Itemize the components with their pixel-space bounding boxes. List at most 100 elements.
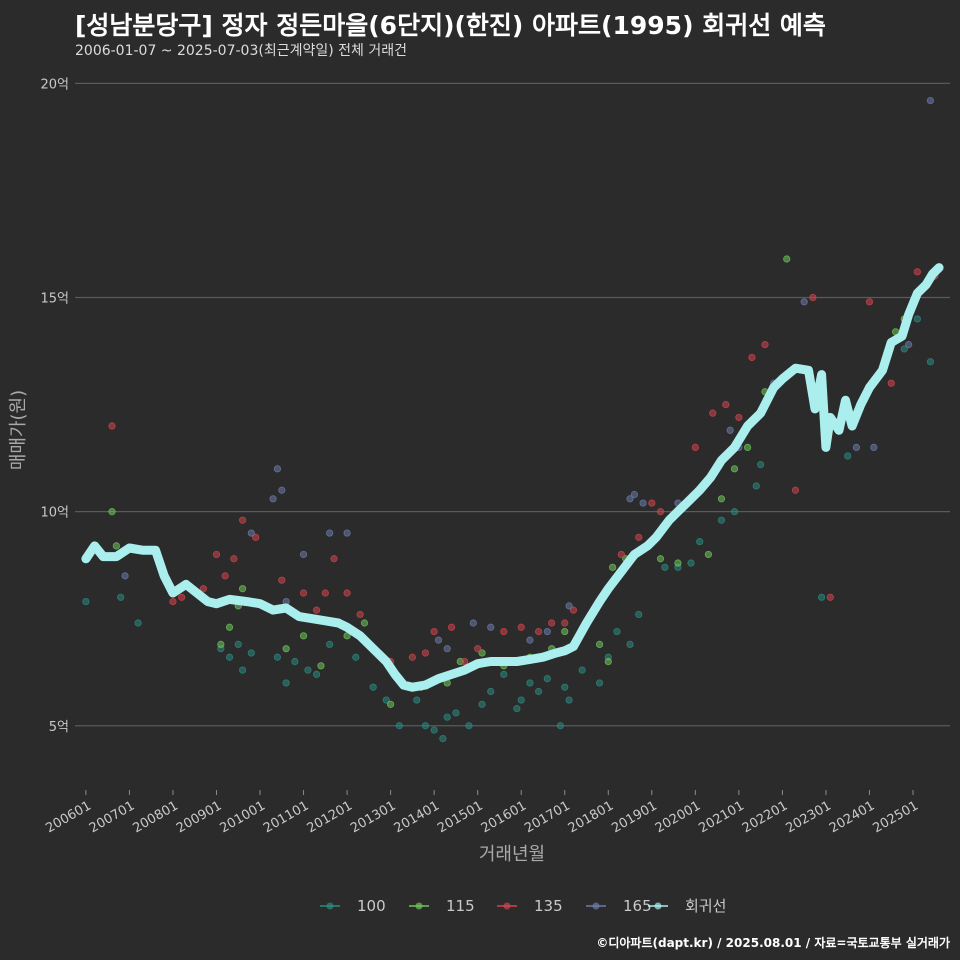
y-tick-label: 5억 — [49, 720, 69, 735]
data-point-115 — [595, 640, 604, 649]
data-point-165 — [443, 645, 451, 653]
y-tick-label: 20억 — [40, 77, 69, 92]
x-tick-label: 201201 — [305, 798, 355, 836]
legend-marker — [415, 902, 423, 910]
y-tick-label: 15억 — [40, 292, 69, 307]
data-point-100 — [439, 735, 447, 743]
data-point-115 — [674, 559, 682, 567]
data-point-135 — [108, 422, 116, 430]
data-point-165 — [273, 465, 282, 473]
legend-label: 회귀선 — [685, 897, 726, 915]
legend: 100 115 135 165 회귀선 — [320, 897, 726, 915]
data-point-165 — [800, 298, 808, 306]
data-point-100 — [661, 563, 669, 571]
legend-label: 100 — [357, 897, 386, 915]
chart-title: [성남분당구] 정자 정든마을(6단지)(한진) 아파트(1995) 회귀선 예… — [75, 11, 826, 40]
data-point-100 — [730, 508, 739, 516]
x-axis-title: 거래년월 — [479, 844, 545, 865]
data-point-135 — [791, 486, 800, 494]
data-point-115 — [317, 662, 325, 670]
legend-item-regression: 회귀선 — [648, 897, 726, 915]
data-point-100 — [238, 666, 247, 674]
legend-marker — [592, 902, 600, 910]
data-point-165 — [434, 636, 443, 644]
data-point-165 — [852, 443, 861, 452]
data-point-100 — [517, 696, 525, 704]
data-point-135 — [691, 443, 699, 452]
x-tick-label: 201501 — [435, 798, 485, 836]
x-tick-label: 201701 — [522, 798, 572, 836]
data-point-100 — [913, 315, 921, 323]
data-point-135 — [648, 499, 656, 507]
data-point-115 — [783, 255, 791, 263]
data-point-115 — [478, 649, 486, 657]
series-100 — [82, 315, 935, 743]
data-point-100 — [326, 640, 334, 649]
data-point-100 — [500, 670, 508, 678]
x-tick-label: 201801 — [566, 798, 616, 836]
x-tick-label: 201901 — [609, 798, 659, 836]
data-point-135 — [212, 550, 221, 559]
data-point-100 — [430, 726, 438, 734]
x-tick-label: 201301 — [348, 798, 398, 836]
data-point-135 — [635, 533, 643, 541]
x-tick-label: 200701 — [87, 798, 137, 836]
data-point-165 — [626, 495, 634, 503]
data-point-100 — [82, 597, 90, 606]
data-point-165 — [639, 499, 647, 507]
data-point-135 — [735, 413, 743, 422]
data-point-115 — [387, 700, 395, 708]
y-axis-title: 매매가(원) — [8, 390, 29, 470]
data-point-135 — [430, 627, 438, 636]
data-point-115 — [360, 619, 369, 627]
data-point-115 — [282, 645, 290, 653]
x-tick-label: 201601 — [479, 798, 529, 836]
x-tick-label: 200901 — [174, 798, 224, 836]
x-tick-label: 201401 — [392, 798, 442, 836]
data-point-100 — [635, 610, 643, 619]
legend-item-100: 100 — [320, 897, 386, 915]
data-point-135 — [278, 576, 286, 584]
data-point-100 — [717, 516, 726, 524]
data-point-100 — [578, 666, 586, 674]
x-tick-label: 202101 — [696, 798, 746, 836]
data-point-165 — [343, 529, 351, 537]
data-point-100 — [526, 679, 534, 687]
legend-marker — [326, 902, 334, 910]
data-point-135 — [169, 597, 177, 606]
data-point-135 — [461, 657, 469, 666]
data-point-165 — [299, 550, 308, 559]
data-point-135 — [561, 619, 569, 627]
data-point-135 — [330, 555, 338, 563]
data-point-100 — [595, 679, 604, 687]
x-tick-label: 202201 — [740, 798, 790, 836]
data-point-135 — [548, 619, 556, 627]
data-point-100 — [687, 559, 695, 567]
x-tick-label: 202501 — [871, 798, 921, 836]
data-point-135 — [865, 298, 874, 306]
data-point-135 — [500, 627, 508, 636]
legend-marker — [503, 902, 511, 910]
data-point-135 — [447, 623, 456, 631]
x-tick-label: 200601 — [43, 798, 93, 836]
data-point-165 — [278, 486, 286, 494]
data-point-135 — [826, 593, 834, 601]
data-point-100 — [282, 679, 290, 687]
data-point-165 — [543, 627, 551, 636]
data-point-100 — [487, 687, 495, 696]
data-point-100 — [382, 696, 390, 704]
data-point-135 — [178, 593, 186, 601]
data-point-100 — [352, 653, 360, 661]
data-point-100 — [613, 627, 621, 636]
data-point-100 — [465, 722, 473, 730]
data-point-100 — [817, 593, 826, 601]
data-point-100 — [304, 666, 312, 674]
x-tick-label: 202001 — [653, 798, 703, 836]
x-tick-label: 201001 — [218, 798, 268, 836]
data-point-165 — [469, 619, 477, 627]
data-point-135 — [343, 589, 351, 597]
x-tick-label: 200801 — [130, 798, 180, 836]
data-point-115 — [561, 627, 569, 636]
data-point-135 — [199, 585, 208, 593]
